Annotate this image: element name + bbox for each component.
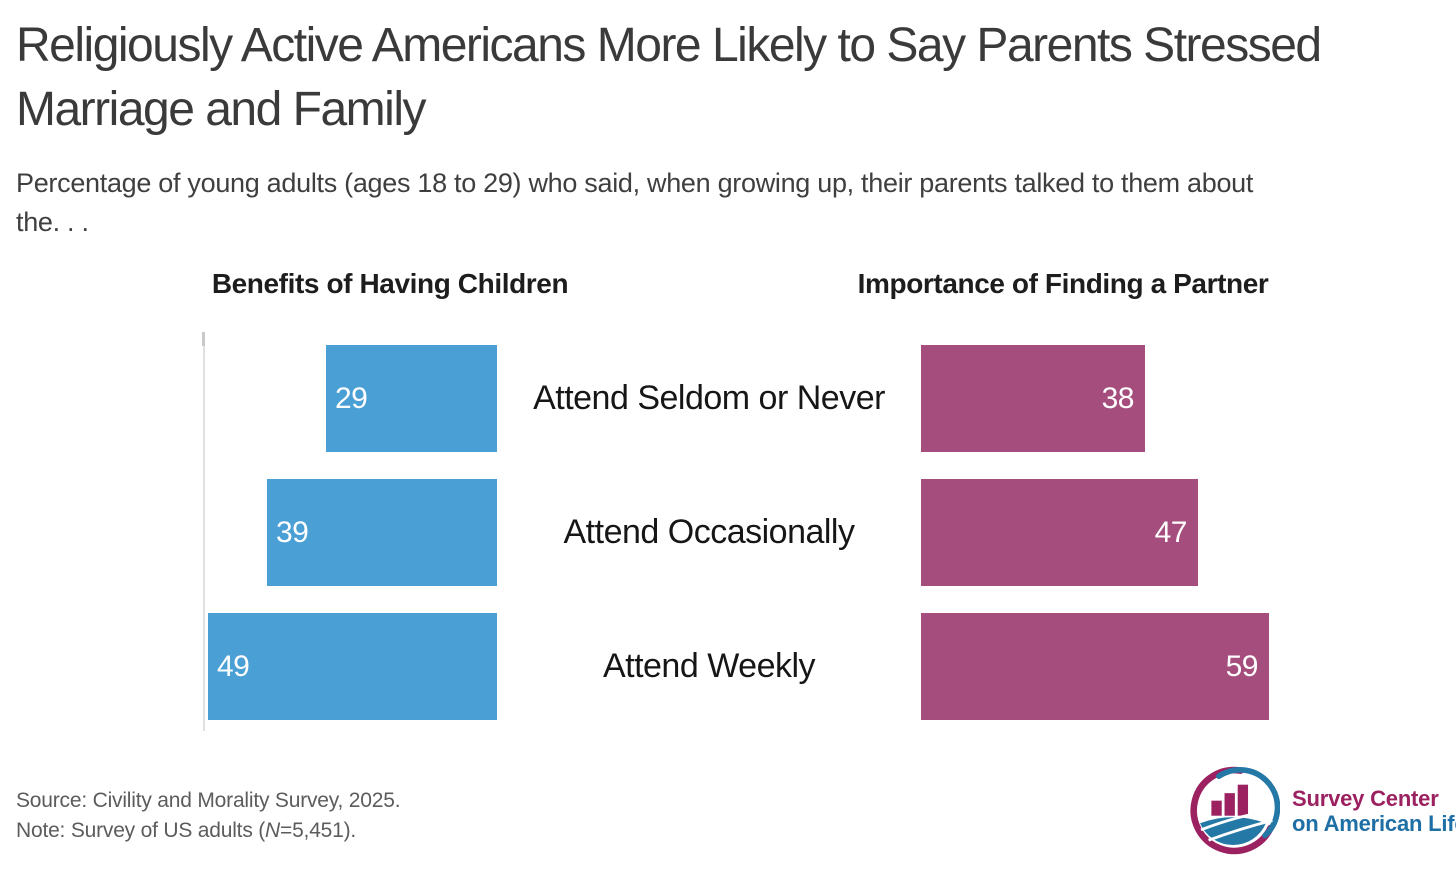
bar-right-0: 38: [921, 345, 1145, 452]
bar-left-2: 49: [208, 613, 497, 720]
bar-left-0-value: 29: [335, 381, 368, 415]
bar-right-2-value: 59: [1225, 649, 1259, 683]
bar-right-2: 59: [921, 613, 1269, 720]
survey-center-logo: Survey Center on American Life: [1186, 764, 1456, 858]
footer: Source: Civility and Morality Survey, 20…: [16, 786, 401, 846]
survey-center-logo-icon: [1190, 766, 1280, 855]
right-panel-title: Importance of Finding a Partner: [857, 268, 1269, 299]
bar-right-1: 47: [921, 479, 1198, 586]
logo-text-line1: Survey Center: [1292, 786, 1439, 811]
bar-left-1: 39: [267, 479, 497, 586]
sample-note-suffix: =5,451).: [280, 819, 357, 842]
page-title-line2: Marriage and Family: [16, 83, 426, 136]
bar-left-1-value: 39: [276, 515, 309, 549]
bar-left-2-value: 49: [217, 649, 250, 683]
left-axis-line: [203, 332, 205, 731]
page-subtitle-line1: Percentage of young adults (ages 18 to 2…: [16, 168, 1254, 198]
page-title-line1: Religiously Active Americans More Likely…: [16, 19, 1322, 72]
category-label-1: Attend Occasionally: [563, 513, 856, 551]
page-title: Religiously Active Americans More Likely…: [16, 14, 1322, 142]
source-note: Source: Civility and Morality Survey, 20…: [16, 789, 401, 812]
left-axis-tick: [202, 332, 205, 346]
bar-right-0-value: 38: [1101, 381, 1135, 415]
logo-text-line2: on American Life: [1292, 811, 1456, 836]
page-subtitle: Percentage of young adults (ages 18 to 2…: [16, 164, 1253, 242]
page-subtitle-line2: the. . .: [16, 207, 89, 237]
survey-center-logo-text: Survey Center on American Life: [1292, 786, 1456, 836]
bar-right-1-value: 47: [1154, 515, 1188, 549]
sample-note-prefix: Note: Survey of US adults (: [16, 819, 266, 842]
bar-left-0: 29: [326, 345, 497, 452]
category-label-2: Attend Weekly: [602, 647, 816, 685]
sample-note-n: N: [265, 819, 281, 842]
sample-note: Note: Survey of US adults (N=5,451).: [16, 816, 400, 846]
left-panel-title: Benefits of Having Children: [211, 268, 569, 299]
category-label-0: Attend Seldom or Never: [533, 379, 885, 417]
